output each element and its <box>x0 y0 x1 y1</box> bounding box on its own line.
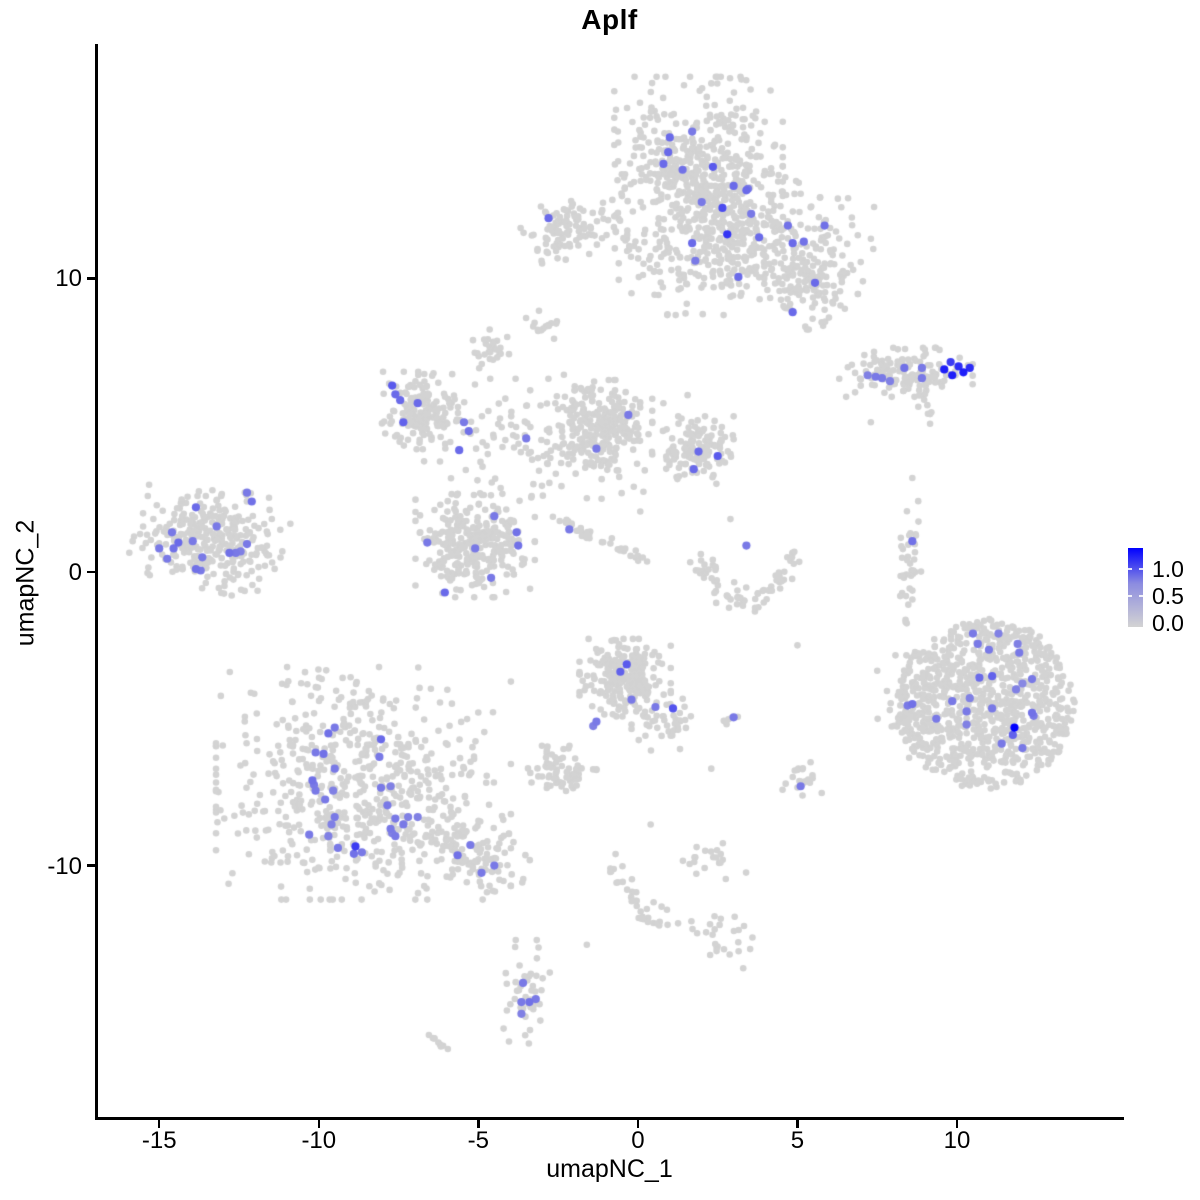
x-tick-label: 10 <box>943 1127 971 1154</box>
x-axis-label: umapNC_1 <box>546 1155 673 1183</box>
y-tick-mark <box>87 864 95 867</box>
y-tick-mark <box>87 570 95 574</box>
y-tick-label: -10 <box>47 852 82 880</box>
y-tick-mark <box>87 277 95 280</box>
y-tick-label: 10 <box>55 265 82 293</box>
x-tick-mark <box>477 1119 480 1128</box>
x-tick-mark <box>796 1119 799 1128</box>
x-tick-label: 0 <box>631 1127 645 1154</box>
x-tick-label: -10 <box>301 1127 337 1154</box>
x-tick-label: -15 <box>141 1127 177 1154</box>
x-tick-label: -5 <box>467 1127 489 1154</box>
legend-bar-notch <box>1128 595 1132 598</box>
x-tick-mark <box>317 1119 321 1128</box>
x-tick-mark <box>157 1119 161 1128</box>
plot-title: Aplf <box>581 4 638 35</box>
legend-gradient-bar <box>1128 548 1143 627</box>
y-tick-label: 0 <box>68 558 82 586</box>
legend-bar-notch <box>1139 595 1143 598</box>
legend-bar-notch <box>1139 568 1143 571</box>
scatter-plot-canvas <box>97 45 1122 1118</box>
y-axis-line <box>95 44 98 1119</box>
legend-tick-label: 0.5 <box>1152 583 1184 610</box>
expression-legend: 1.0 0.5 0.0 <box>1126 540 1200 650</box>
x-tick-mark <box>636 1119 640 1128</box>
x-tick-label: 5 <box>790 1127 805 1154</box>
legend-bar-notch <box>1128 568 1132 571</box>
x-tick-mark <box>955 1119 959 1128</box>
legend-tick-label: 1.0 <box>1152 556 1184 583</box>
y-axis-label: umapNC_2 <box>11 519 40 647</box>
legend-tick-label: 0.0 <box>1152 610 1184 637</box>
x-axis-line <box>95 1117 1124 1120</box>
